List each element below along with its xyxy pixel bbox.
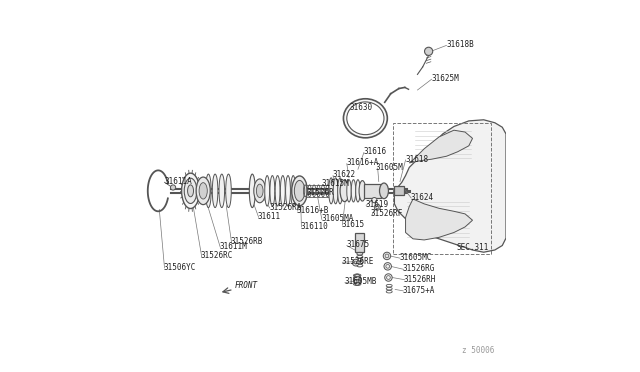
- Text: SEC.311: SEC.311: [457, 243, 489, 252]
- Text: FRONT: FRONT: [234, 281, 257, 290]
- Text: 31526RB: 31526RB: [231, 237, 263, 246]
- Ellipse shape: [226, 174, 231, 208]
- Text: 31526RF: 31526RF: [371, 209, 403, 218]
- Circle shape: [374, 204, 380, 210]
- Ellipse shape: [291, 176, 296, 206]
- Text: 31615: 31615: [342, 220, 365, 229]
- Text: 31611M: 31611M: [220, 242, 247, 251]
- Ellipse shape: [257, 184, 263, 198]
- Circle shape: [384, 263, 392, 270]
- Polygon shape: [406, 199, 472, 240]
- Ellipse shape: [380, 183, 388, 199]
- Circle shape: [385, 274, 392, 281]
- Text: 31625M: 31625M: [431, 74, 460, 83]
- Text: 31619: 31619: [365, 200, 388, 209]
- Ellipse shape: [275, 176, 280, 206]
- Circle shape: [353, 259, 359, 266]
- Text: 31615M: 31615M: [321, 179, 349, 187]
- Polygon shape: [410, 130, 472, 163]
- Text: 31526RC: 31526RC: [201, 251, 234, 260]
- Ellipse shape: [351, 180, 356, 202]
- Text: 31616+B: 31616+B: [297, 206, 330, 215]
- Text: 31622: 31622: [332, 170, 355, 179]
- Ellipse shape: [340, 180, 349, 202]
- Text: 31605M: 31605M: [376, 163, 404, 172]
- Text: 31616+A: 31616+A: [347, 158, 379, 167]
- Ellipse shape: [347, 180, 351, 202]
- Text: 31675+A: 31675+A: [403, 286, 435, 295]
- Text: 31675: 31675: [346, 240, 369, 249]
- Ellipse shape: [265, 176, 269, 206]
- Text: 31618B: 31618B: [447, 40, 474, 49]
- Ellipse shape: [250, 174, 255, 208]
- Text: 31605MC: 31605MC: [399, 253, 431, 262]
- Text: 31618: 31618: [406, 155, 429, 164]
- Text: z 50006: z 50006: [461, 346, 494, 355]
- Ellipse shape: [196, 177, 211, 205]
- Ellipse shape: [344, 99, 387, 138]
- Text: 31611A: 31611A: [164, 177, 192, 186]
- Polygon shape: [394, 120, 506, 252]
- FancyBboxPatch shape: [364, 184, 381, 198]
- Ellipse shape: [212, 174, 218, 208]
- Ellipse shape: [356, 180, 360, 202]
- FancyBboxPatch shape: [394, 186, 404, 196]
- Circle shape: [424, 47, 433, 55]
- Text: 31624: 31624: [410, 193, 433, 202]
- Circle shape: [383, 252, 390, 260]
- Text: 31616: 31616: [364, 147, 387, 156]
- Text: 31526RA: 31526RA: [269, 203, 301, 212]
- Ellipse shape: [347, 102, 384, 135]
- Ellipse shape: [329, 178, 333, 204]
- Ellipse shape: [254, 179, 266, 203]
- Ellipse shape: [353, 274, 361, 285]
- Text: 31526RE: 31526RE: [342, 257, 374, 266]
- Ellipse shape: [294, 180, 305, 201]
- FancyBboxPatch shape: [355, 233, 364, 252]
- Text: 31630: 31630: [349, 103, 373, 112]
- Ellipse shape: [292, 176, 307, 206]
- Ellipse shape: [188, 185, 193, 197]
- Text: 31526RG: 31526RG: [403, 264, 435, 273]
- Ellipse shape: [338, 178, 342, 204]
- Ellipse shape: [199, 183, 207, 199]
- Ellipse shape: [182, 173, 200, 208]
- Ellipse shape: [270, 176, 275, 206]
- Ellipse shape: [219, 174, 225, 208]
- Ellipse shape: [184, 178, 197, 203]
- Ellipse shape: [333, 178, 338, 204]
- Text: 31605MB: 31605MB: [344, 278, 376, 286]
- Ellipse shape: [359, 181, 365, 201]
- Text: 31611: 31611: [258, 212, 281, 221]
- Text: 316110: 316110: [301, 222, 328, 231]
- Text: 31605MA: 31605MA: [321, 214, 353, 223]
- Text: 31526RH: 31526RH: [404, 275, 436, 283]
- Ellipse shape: [372, 198, 377, 203]
- Circle shape: [170, 185, 175, 190]
- Ellipse shape: [280, 176, 285, 206]
- Ellipse shape: [285, 176, 291, 206]
- Text: 31526R: 31526R: [306, 188, 334, 197]
- Ellipse shape: [205, 174, 211, 208]
- Text: 31506YC: 31506YC: [164, 263, 196, 272]
